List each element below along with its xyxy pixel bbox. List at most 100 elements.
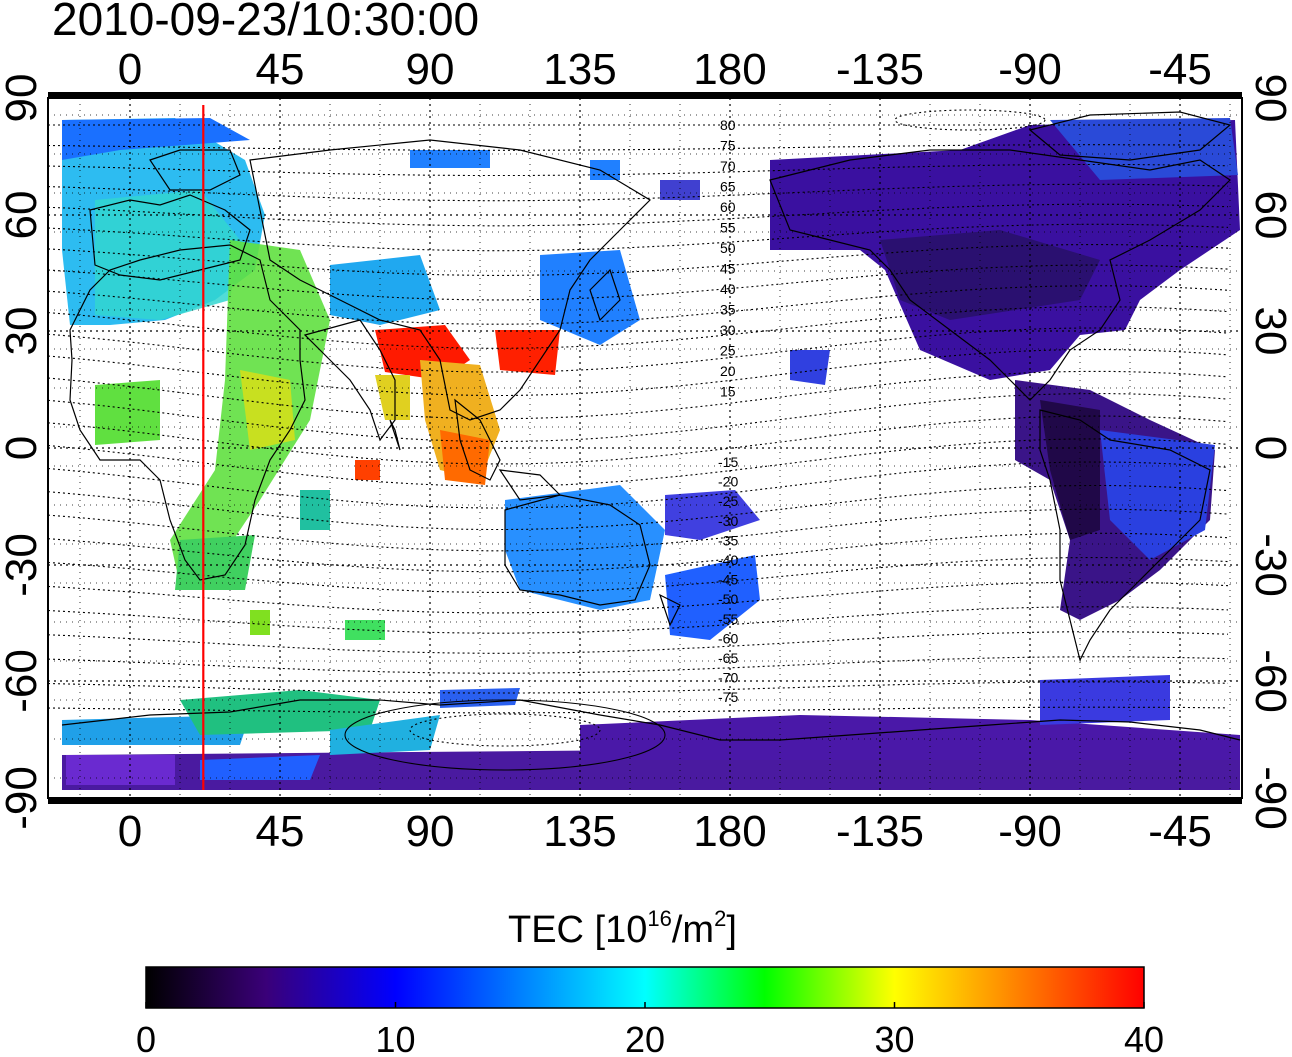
contour-label: 25 xyxy=(720,343,736,359)
colorbar-label-prefix: TEC [10 xyxy=(508,909,648,951)
colorbar-label-suffix: ] xyxy=(726,909,737,951)
magnetic-contour-line xyxy=(48,581,1229,614)
colorbar-label-unit-exponent: 2 xyxy=(714,906,727,931)
magnetic-contour-line xyxy=(48,532,1229,573)
map-area: 80 75 70 65 60 55 50 45 40 35 30 25 20 15 -15 -20 -25 -30… xyxy=(48,98,1242,798)
left-latitude-tick-label: -30 xyxy=(0,533,46,597)
contour-label: -20 xyxy=(718,474,738,490)
bottom-longitude-tick-label: -45 xyxy=(1148,807,1212,856)
left-latitude-tick-label: -90 xyxy=(0,766,46,830)
magnetic-contour-line xyxy=(48,306,1229,349)
left-latitude-tick-label: 0 xyxy=(0,436,46,460)
contour-label: 50 xyxy=(720,240,736,256)
contour-label: -75 xyxy=(718,689,738,705)
top-frame-bar xyxy=(48,92,1242,98)
contour-label: 65 xyxy=(720,179,736,195)
contour-label: -40 xyxy=(718,552,738,568)
graticule xyxy=(48,98,1242,798)
top-longitude-tick-label: 45 xyxy=(256,45,305,94)
bottom-longitude-tick-label: 135 xyxy=(543,807,616,856)
figure-title: 2010-09-23/10:30:00 xyxy=(52,0,480,45)
top-longitude-tick-label: -135 xyxy=(836,45,924,94)
contour-label: 75 xyxy=(720,138,736,154)
top-longitude-tick-label: 180 xyxy=(693,45,766,94)
left-latitude-tick-label: 60 xyxy=(0,191,46,240)
contour-label: 40 xyxy=(720,281,736,297)
colorbar-tick-label: 30 xyxy=(874,1019,914,1057)
top-longitude-tick-label: -45 xyxy=(1148,45,1212,94)
right-latitude-tick-label: 0 xyxy=(1246,436,1292,460)
colorbar-tick-label: 40 xyxy=(1124,1019,1164,1057)
colorbar-label-unit: /m xyxy=(671,909,715,951)
contour-label: -55 xyxy=(718,611,738,627)
contour-label: -60 xyxy=(718,630,738,646)
contour-label: -35 xyxy=(718,532,738,548)
contour-label: 35 xyxy=(720,302,736,318)
contour-label: 80 xyxy=(720,117,736,133)
magnetic-contour-line xyxy=(48,606,1229,634)
colorbar-ticks: 0 10 20 30 40 xyxy=(136,1002,1164,1057)
magnetic-contour-line xyxy=(48,203,1229,227)
bottom-longitude-tick-label: 0 xyxy=(118,807,142,856)
top-longitude-ticks: 0 45 90 135 180 -135 -90 -45 xyxy=(118,45,1212,94)
magnetic-contour-line xyxy=(48,656,1229,674)
right-latitude-tick-label: -60 xyxy=(1246,649,1292,713)
magnetic-contour-line xyxy=(48,244,1229,276)
bottom-longitude-tick-label: -90 xyxy=(998,807,1062,856)
left-latitude-tick-label: -60 xyxy=(0,649,46,713)
magnetic-latitude-contours xyxy=(48,109,1229,771)
colorbar-label-exponent: 16 xyxy=(647,906,672,931)
magnetic-contour-line xyxy=(48,285,1229,325)
right-latitude-tick-label: -30 xyxy=(1246,533,1292,597)
magnetic-contour-line xyxy=(48,706,1229,714)
right-latitude-tick-label: 90 xyxy=(1246,74,1292,123)
top-longitude-tick-label: 90 xyxy=(406,45,455,94)
magnetic-contour-line xyxy=(48,144,1229,151)
right-latitude-ticks: 90 60 30 0 -30 -60 -90 xyxy=(1246,74,1292,830)
contour-label: 15 xyxy=(720,384,736,400)
right-latitude-tick-label: 30 xyxy=(1246,307,1292,356)
magnetic-contour-line xyxy=(48,327,1229,373)
top-longitude-tick-label: -90 xyxy=(998,45,1062,94)
magnetic-contour-line xyxy=(48,183,1229,202)
left-latitude-ticks: 90 60 30 0 -30 -60 -90 xyxy=(0,74,46,830)
top-longitude-tick-label: 0 xyxy=(118,45,142,94)
contour-label: 20 xyxy=(720,363,736,379)
contour-label: 70 xyxy=(720,158,736,174)
contour-label: -50 xyxy=(718,591,738,607)
magnetic-contour-line xyxy=(48,631,1229,654)
right-latitude-tick-label: -90 xyxy=(1246,766,1292,830)
magnetic-contour-line xyxy=(48,681,1229,694)
contour-label: -70 xyxy=(718,670,738,686)
contour-label: -15 xyxy=(718,454,738,470)
left-latitude-tick-label: 30 xyxy=(0,307,46,356)
magnetic-contour-line xyxy=(48,163,1229,177)
contour-labels: 80 75 70 65 60 55 50 45 40 35 30 25 20 15 -15 -20 -25 -30… xyxy=(718,117,738,705)
bottom-longitude-tick-label: 90 xyxy=(406,807,455,856)
contour-label: 60 xyxy=(720,199,736,215)
magnetic-contour-line xyxy=(48,223,1229,252)
contour-label: 45 xyxy=(720,261,736,277)
right-latitude-tick-label: 60 xyxy=(1246,191,1292,240)
colorbar-title: TEC [1016/m2] xyxy=(508,906,737,952)
contour-label: -25 xyxy=(718,493,738,509)
colorbar-tick-label: 10 xyxy=(375,1019,415,1057)
contour-label: 30 xyxy=(720,322,736,338)
left-latitude-tick-label: 90 xyxy=(0,74,46,123)
bottom-longitude-tick-label: 45 xyxy=(256,807,305,856)
bottom-longitude-tick-label: 180 xyxy=(693,807,766,856)
magnetic-contour-line xyxy=(48,264,1229,301)
contour-label: -65 xyxy=(718,650,738,666)
top-longitude-tick-label: 135 xyxy=(543,45,616,94)
colorbar xyxy=(145,966,1145,1009)
contour-label: -30 xyxy=(718,513,738,529)
contour-label: -45 xyxy=(718,572,738,588)
colorbar-tick-label: 0 xyxy=(136,1019,156,1057)
colorbar-tick-label: 20 xyxy=(625,1019,665,1057)
bottom-frame-bar xyxy=(48,798,1242,804)
bottom-longitude-ticks: 0 45 90 135 180 -135 -90 -45 xyxy=(118,807,1212,856)
contour-label: 55 xyxy=(720,220,736,236)
magnetic-contour-line xyxy=(48,484,1229,531)
